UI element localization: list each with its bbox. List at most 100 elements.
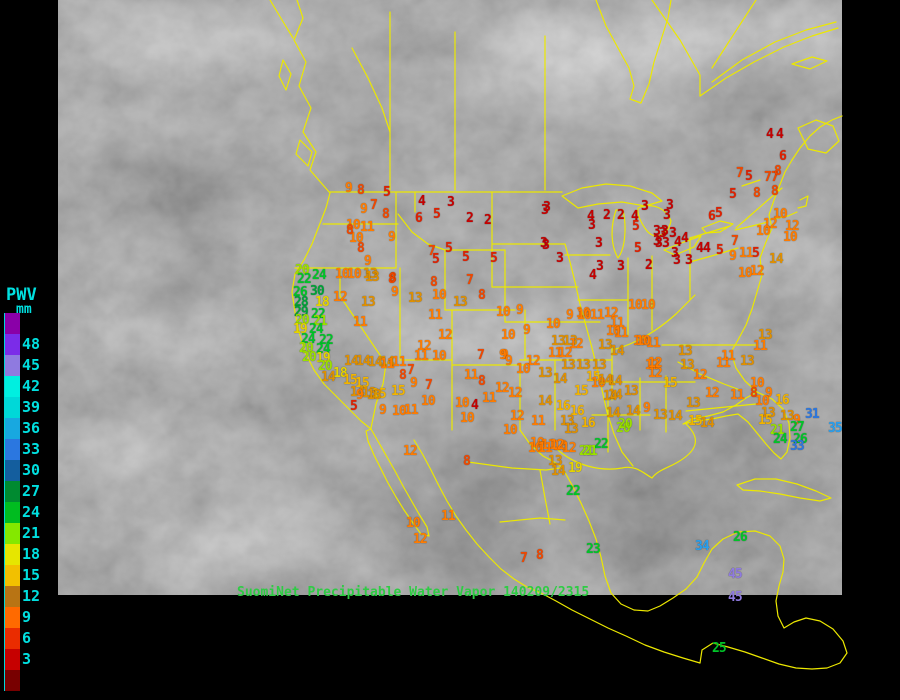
station-pwv-value: 27: [790, 420, 805, 435]
station-pwv-value: 14: [608, 374, 623, 389]
legend-segment: [4, 544, 20, 565]
station-pwv-value: 2: [484, 213, 492, 228]
station-pwv-value: 12: [693, 368, 708, 383]
legend-segment: [4, 376, 20, 397]
legend-segment: [4, 523, 20, 544]
station-pwv-value: 20: [295, 263, 310, 278]
station-pwv-value: 35: [828, 421, 843, 436]
station-pwv-value: 11: [721, 349, 736, 364]
station-pwv-value: 13: [561, 358, 576, 373]
station-pwv-value: 7: [428, 244, 436, 259]
station-pwv-value: 12: [648, 356, 663, 371]
station-pwv-value: 16: [775, 393, 790, 408]
station-pwv-value: 11: [414, 349, 429, 364]
station-pwv-value: 20: [618, 417, 633, 432]
station-pwv-value: 15: [574, 384, 589, 399]
station-pwv-value: 13: [780, 409, 795, 424]
station-pwv-value: 10: [421, 394, 436, 409]
station-pwv-value: 14: [700, 416, 715, 431]
station-pwv-value: 5: [490, 251, 498, 266]
legend-segment: [4, 586, 20, 607]
station-pwv-value: 3: [588, 218, 596, 233]
station-pwv-value: 24: [301, 332, 316, 347]
station-pwv-value: 10: [406, 516, 421, 531]
station-pwv-value: 8: [771, 184, 779, 199]
station-pwv-value: 11: [730, 388, 745, 403]
station-pwv-value: 10: [628, 298, 643, 313]
station-pwv-value: 14: [603, 389, 618, 404]
station-pwv-value: 11: [428, 308, 443, 323]
station-pwv-value: 11: [590, 308, 605, 323]
station-pwv-value: 3: [596, 259, 604, 274]
legend-segment: [4, 439, 20, 460]
satellite-image: [58, 0, 842, 595]
legend-segment: [4, 481, 20, 502]
station-pwv-value: 20: [616, 421, 631, 436]
station-pwv-value: 6: [779, 149, 787, 164]
station-pwv-value: 13: [680, 358, 695, 373]
station-pwv-value: 20: [299, 341, 314, 356]
legend-segment: [4, 649, 20, 670]
station-pwv-value: 9: [765, 386, 773, 401]
station-pwv-value: 21: [583, 444, 598, 459]
legend-tick-label: 24: [22, 503, 41, 521]
station-pwv-value: 26: [793, 432, 808, 447]
station-pwv-value: 9: [379, 403, 387, 418]
station-pwv-value: 8: [774, 164, 782, 179]
station-pwv-value: 16: [556, 399, 571, 414]
legend-tick-label: 39: [22, 398, 41, 416]
station-pwv-value: 22: [311, 307, 326, 322]
station-pwv-value: 3: [543, 200, 551, 215]
station-pwv-value: 14: [321, 370, 336, 385]
station-pwv-value: 13: [678, 344, 693, 359]
station-pwv-value: 15: [391, 384, 406, 399]
station-pwv-value: 14: [668, 409, 683, 424]
station-pwv-value: 4: [631, 209, 639, 224]
station-pwv-value: 3: [595, 236, 603, 251]
station-pwv-value: 4: [471, 398, 479, 413]
station-pwv-value: 10: [455, 396, 470, 411]
station-pwv-value: 9: [356, 388, 364, 403]
legend-heading: PWV: [6, 285, 37, 305]
station-pwv-value: 9: [410, 376, 418, 391]
station-pwv-value: 18: [315, 295, 330, 310]
station-pwv-value: 12: [495, 381, 510, 396]
station-pwv-value: 13: [363, 267, 378, 282]
station-pwv-value: 5: [729, 187, 737, 202]
station-pwv-value: 11: [482, 391, 497, 406]
station-pwv-value: 21: [579, 444, 594, 459]
legend-tick-label: 33: [22, 440, 41, 458]
station-pwv-value: 11: [360, 220, 375, 235]
station-pwv-value: 8: [399, 368, 407, 383]
station-pwv-value: 3: [617, 259, 625, 274]
station-pwv-value: 8: [388, 272, 396, 287]
station-pwv-value: 10: [641, 298, 656, 313]
station-pwv-value: 20: [295, 313, 310, 328]
station-pwv-value: 10: [546, 317, 561, 332]
station-pwv-value: 10: [591, 376, 606, 391]
station-pwv-value: 13: [761, 406, 776, 421]
station-pwv-value: 24: [309, 322, 324, 337]
legend-tick-label: 48: [22, 335, 41, 353]
legend-tick-label: 9: [22, 608, 32, 626]
station-pwv-value: 21: [770, 423, 785, 438]
legend-segment: [4, 313, 20, 334]
station-pwv-value: 5: [634, 241, 642, 256]
station-pwv-value: 12: [645, 358, 660, 373]
station-pwv-value: 33: [790, 439, 805, 454]
station-pwv-value: 11: [404, 403, 419, 418]
station-pwv-value: 13: [408, 291, 423, 306]
legend-segment: [4, 670, 20, 691]
station-pwv-value: 10: [496, 305, 511, 320]
station-pwv-value: 3: [540, 236, 548, 251]
station-pwv-value: 8: [478, 288, 486, 303]
station-pwv-value: 19: [568, 461, 583, 476]
station-pwv-value: 4: [696, 241, 704, 256]
station-pwv-value: 4: [776, 127, 784, 142]
station-pwv-value: 8: [357, 183, 365, 198]
station-pwv-value: 3: [669, 226, 677, 241]
station-pwv-value: 9: [499, 348, 507, 363]
station-pwv-value: 12: [526, 354, 541, 369]
station-pwv-value: 3: [662, 236, 670, 251]
station-pwv-value: 10: [756, 224, 771, 239]
